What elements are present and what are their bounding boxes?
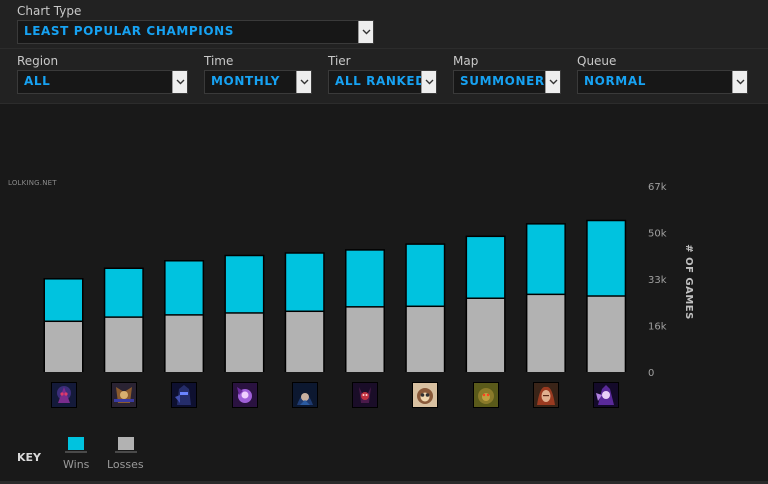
time-select[interactable]: MONTHLY [204,70,312,94]
y-axis-label: # OF GAMES [683,244,694,320]
time-value: MONTHLY [211,74,281,88]
chevron-down-icon [732,71,747,93]
bar-losses [165,315,203,372]
violet-mage-icon[interactable] [232,382,258,408]
bar-losses [105,317,143,372]
bar-losses [406,307,444,372]
bar-wins [527,224,565,294]
y-tick-label: 67k [648,182,667,193]
bar-wins [225,256,263,313]
chevron-down-icon [172,71,187,93]
chart-type-select[interactable]: LEAST POPULAR CHAMPIONS [17,20,374,44]
crimson-demon-icon[interactable] [352,382,378,408]
bar-losses [587,296,625,372]
tier-select[interactable]: ALL RANKED [328,70,437,94]
red-haired-champion-icon[interactable] [533,382,559,408]
shadow-assassin-icon[interactable] [51,382,77,408]
bar-wins [105,269,143,317]
bar-losses [225,313,263,372]
bar-losses [45,322,82,372]
bar-wins [45,279,82,321]
region-select[interactable]: ALL [17,70,188,94]
bar-chart: 0 16k 33k 50k 67k # OF GAMES [43,182,694,379]
queue-label: Queue [577,54,617,68]
region-label: Region [17,54,59,68]
armored-warrior-icon[interactable] [111,382,137,408]
divider [0,103,768,104]
chevron-down-icon [358,21,373,43]
bar-wins [467,237,505,298]
legend-title: KEY [17,451,42,464]
queue-value: NORMAL [584,74,646,88]
chevron-down-icon [421,71,436,93]
queue-select[interactable]: NORMAL [577,70,748,94]
bar-wins [587,221,625,296]
y-tick-label: 16k [648,322,667,333]
y-tick-label: 50k [648,229,667,240]
bar-losses [467,298,505,372]
losses-swatch-base [115,451,137,453]
bar-losses [346,307,384,372]
footer-line [0,481,768,484]
yordle-gunner-icon[interactable] [412,382,438,408]
y-tick-label: 33k [648,275,667,286]
map-select[interactable]: SUMMONER'S [453,70,561,94]
dark-knight-icon[interactable] [171,382,197,408]
chart-type-value: LEAST POPULAR CHAMPIONS [24,24,235,38]
beast-warrior-icon[interactable] [473,382,499,408]
losses-swatch [118,437,134,450]
tier-label: Tier [328,54,351,68]
wins-swatch-base [65,451,87,453]
bar-losses [286,312,324,372]
bar-wins [346,250,384,307]
chart-type-label: Chart Type [17,4,82,18]
bar-losses [527,295,565,372]
tier-value: ALL RANKED [335,74,426,88]
map-label: Map [453,54,479,68]
bar-wins [406,244,444,306]
wins-swatch [68,437,84,450]
watermark: LOLKING.NET [8,179,57,187]
time-label: Time [204,54,234,68]
losses-legend-label: Losses [107,458,144,471]
wins-legend-label: Wins [63,458,90,471]
chevron-down-icon [545,71,560,93]
region-value: ALL [24,74,51,88]
divider [0,48,768,49]
bar-wins [165,261,203,315]
bar-wins [286,253,324,311]
hooded-figure-icon[interactable] [292,382,318,408]
y-tick-label: 0 [648,368,654,379]
chevron-down-icon [296,71,311,93]
purple-spirit-icon[interactable] [593,382,619,408]
map-value: SUMMONER'S [460,74,548,88]
